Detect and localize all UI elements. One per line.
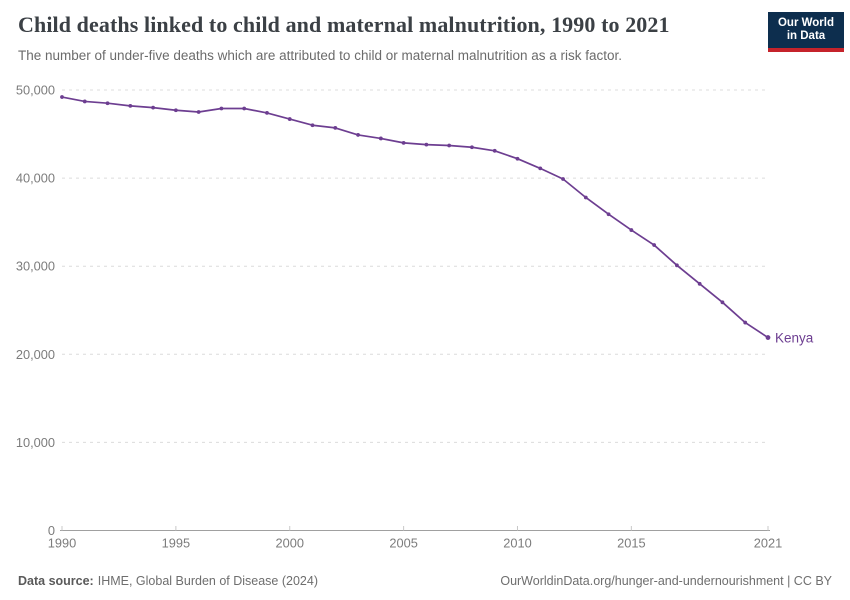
data-point[interactable] [151,105,155,110]
chart-footer: Data source: IHME, Global Burden of Disea… [0,574,850,588]
data-point[interactable] [470,145,474,150]
y-tick-label: 40,000 [16,171,55,186]
data-point[interactable] [606,212,611,217]
x-tick-label: 2005 [389,536,417,551]
data-source: Data source: IHME, Global Burden of Disea… [18,574,318,588]
data-point[interactable] [652,243,657,247]
owid-logo[interactable]: Our World in Data [768,12,844,52]
data-point[interactable] [583,195,588,200]
data-point[interactable] [697,281,702,286]
y-tick-label: 20,000 [16,347,55,362]
data-point[interactable] [105,101,110,106]
data-point[interactable] [219,106,224,111]
owid-logo-stripe [768,48,844,52]
line-chart[interactable]: 0 10,000 20,000 30,000 40,000 50,000 1990 1995 2… [0,78,850,560]
data-point[interactable] [401,140,406,145]
data-point[interactable] [242,106,247,111]
data-point[interactable] [82,99,87,104]
data-source-value: IHME, Global Burden of Disease (2024) [97,574,318,588]
data-point[interactable] [128,103,133,108]
data-point[interactable] [675,263,679,268]
owid-logo-line2: in Data [786,30,826,42]
data-point[interactable] [765,335,771,340]
data-line[interactable] [61,96,769,339]
data-point[interactable] [287,117,292,121]
data-point[interactable] [447,143,452,148]
data-point[interactable] [60,95,64,99]
data-point[interactable] [629,228,634,232]
data-point[interactable] [196,110,201,114]
owid-logo-line1: Our World [777,17,834,29]
owid-logo-box: Our World in Data [768,12,844,48]
data-point[interactable] [538,166,543,171]
data-point[interactable] [424,142,429,147]
y-tick-label: 0 [48,523,55,538]
x-tick-label: 2010 [503,536,531,551]
x-tick-label: 2000 [276,536,304,551]
data-point[interactable] [333,125,338,130]
chart-subtitle: The number of under-five deaths which ar… [18,48,623,63]
attribution-link[interactable]: OurWorldinData.org/hunger-and-undernouri… [500,574,832,588]
x-tick-label: 1995 [162,536,190,551]
data-point[interactable] [265,111,269,115]
series-end-label: Kenya [775,330,814,345]
data-point[interactable] [492,148,497,153]
chart-title: Child deaths linked to child and materna… [18,12,670,37]
data-point[interactable] [378,136,383,141]
y-tick-label: 30,000 [16,259,55,274]
x-tick-label: 1990 [48,536,76,551]
x-tick-label: 2021 [754,536,782,551]
data-source-label: Data source: [18,574,94,588]
data-point[interactable] [173,108,178,113]
y-tick-label: 10,000 [16,435,55,450]
x-tick-label: 2015 [617,536,645,551]
data-point[interactable] [310,123,315,128]
data-point[interactable] [515,156,520,161]
data-point[interactable] [561,177,565,181]
data-point[interactable] [356,133,360,137]
data-point[interactable] [743,320,748,325]
data-point[interactable] [720,300,725,305]
y-tick-label: 50,000 [16,82,55,97]
